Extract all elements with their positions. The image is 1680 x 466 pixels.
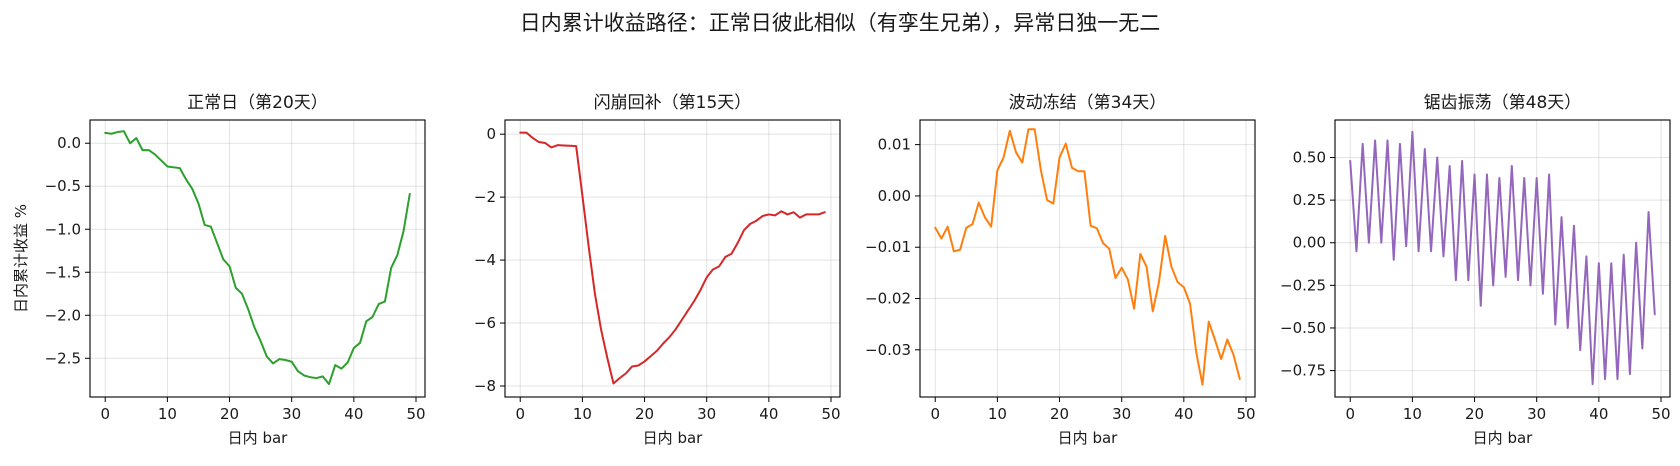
panel-title: 正常日（第20天） [187,93,328,113]
y-tick-label-3: −6 [474,314,496,332]
panel-title: 闪崩回补（第15天） [594,93,752,113]
x-axis-label: 日内 bar [1058,429,1118,447]
series-line [519,131,826,385]
figure-title: 日内累计收益路径：正常日彼此相似（有孪生兄弟），异常日独一无二 [520,11,1161,35]
series-line [1349,130,1656,386]
plot-frame [1334,119,1671,398]
y-tick-label-4: −0.03 [865,341,911,359]
series-line [934,128,1241,386]
plot-frame [919,119,1256,398]
x-tick-label-3: 30 [697,405,716,423]
y-axis-label: 日内累计收益 % [12,204,30,313]
y-tick-label-1: −2 [474,188,496,206]
y-tick-label-4: −0.50 [1280,319,1326,337]
x-tick-label-4: 40 [344,405,363,423]
panel-title: 锯齿振荡（第48天） [1424,93,1582,113]
x-tick-label-5: 50 [821,405,840,423]
x-tick-label-2: 20 [220,405,239,423]
y-tick-label-2: −4 [474,251,496,269]
y-tick-label-3: −0.25 [1280,276,1326,294]
y-tick-label-1: −0.5 [45,177,81,195]
y-tick-label-5: −0.75 [1280,362,1326,380]
y-tick-label-0: 0.0 [57,134,81,152]
y-tick-label-2: −0.01 [865,238,911,256]
x-tick-label-5: 50 [1651,405,1670,423]
panel-title: 波动冻结（第34天） [1009,93,1167,113]
x-axis-label: 日内 bar [228,429,288,447]
y-tick-label-4: −8 [474,377,496,395]
x-tick-label-3: 30 [282,405,301,423]
x-tick-label-5: 50 [406,405,425,423]
x-tick-label-1: 10 [158,405,177,423]
chart-panel-1: 0 10 20 30 40 50 0.0 −0.5 −1.0 −1.5 −2.0 −2.5 正常日（第2… [12,93,426,447]
x-tick-label-4: 40 [1174,405,1193,423]
y-tick-label-0: 0 [486,125,496,143]
chart-panels: 0 10 20 30 40 50 0.0 −0.5 −1.0 −1.5 −2.0 −2.5 正常日（第2… [12,93,1671,447]
x-axis-label: 日内 bar [643,429,703,447]
chart-panel-3: 0 10 20 30 40 50 0.01 0.00 −0.01 −0.02 −0.03 波动冻结（第… [865,93,1256,447]
x-tick-label-0: 0 [100,405,110,423]
plot-frame [89,119,426,398]
chart-panel-2: 0 10 20 30 40 50 0 −2 −4 −6 −8 闪崩回补（第15天） 日内 bar [474,93,841,447]
chart-panel-4: 0 10 20 30 40 50 0.50 0.25 0.00 −0.25 −0.50 −0.75 锯齿… [1280,93,1671,447]
x-tick-label-5: 50 [1236,405,1255,423]
y-tick-label-3: −1.5 [45,263,81,281]
x-tick-label-2: 20 [1050,405,1069,423]
x-axis-label: 日内 bar [1473,429,1533,447]
y-tick-label-5: −2.5 [45,349,81,367]
y-tick-label-2: −1.0 [45,220,81,238]
x-tick-label-0: 0 [930,405,940,423]
x-tick-label-3: 30 [1527,405,1546,423]
series-line [104,130,411,386]
y-tick-label-3: −0.02 [865,290,911,308]
x-tick-label-1: 10 [988,405,1007,423]
plot-frame [504,119,841,398]
x-tick-label-4: 40 [759,405,778,423]
x-tick-label-0: 0 [515,405,525,423]
y-tick-label-1: 0.25 [1293,191,1326,209]
x-tick-label-4: 40 [1589,405,1608,423]
y-tick-label-2: 0.00 [1293,234,1326,252]
y-tick-label-0: 0.50 [1293,149,1326,167]
y-tick-label-4: −2.0 [45,306,81,324]
x-tick-label-0: 0 [1345,405,1355,423]
x-tick-label-1: 10 [573,405,592,423]
x-tick-label-2: 20 [1465,405,1484,423]
y-tick-label-1: 0.00 [878,187,911,205]
x-tick-label-2: 20 [635,405,654,423]
x-tick-label-1: 10 [1403,405,1422,423]
x-tick-label-3: 30 [1112,405,1131,423]
y-tick-label-0: 0.01 [878,136,911,154]
